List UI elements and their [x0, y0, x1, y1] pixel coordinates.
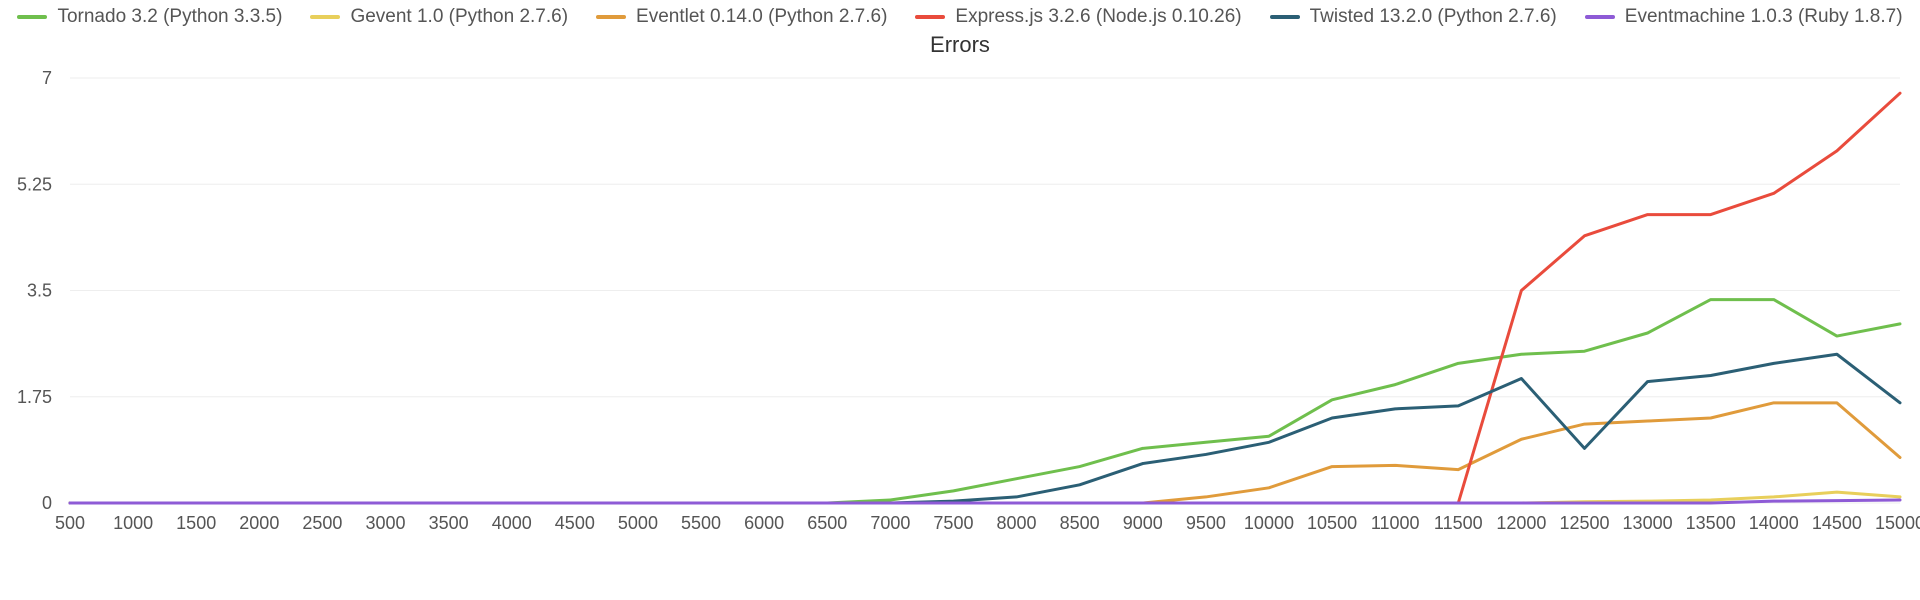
x-axis-label: 10000 — [1244, 513, 1294, 533]
legend-item[interactable]: Express.js 3.2.6 (Node.js 0.10.26) — [915, 6, 1241, 28]
series-line — [70, 492, 1900, 503]
y-axis-label: 0 — [42, 493, 52, 513]
chart-title: Errors — [0, 32, 1920, 58]
x-axis-label: 7500 — [933, 513, 973, 533]
x-axis-label: 4500 — [555, 513, 595, 533]
series-line — [70, 354, 1900, 503]
x-axis-label: 1000 — [113, 513, 153, 533]
x-axis-label: 6500 — [807, 513, 847, 533]
x-axis-label: 7000 — [870, 513, 910, 533]
x-axis-label: 14500 — [1812, 513, 1862, 533]
x-axis-label: 3000 — [365, 513, 405, 533]
x-axis-label: 13500 — [1686, 513, 1736, 533]
legend-item[interactable]: Gevent 1.0 (Python 2.7.6) — [310, 6, 568, 28]
x-axis-label: 14000 — [1749, 513, 1799, 533]
x-axis-label: 9500 — [1186, 513, 1226, 533]
legend-item[interactable]: Tornado 3.2 (Python 3.3.5) — [17, 6, 282, 28]
x-axis-label: 5500 — [681, 513, 721, 533]
x-axis-label: 2000 — [239, 513, 279, 533]
x-axis-label: 500 — [55, 513, 85, 533]
legend-label: Eventlet 0.14.0 (Python 2.7.6) — [636, 6, 887, 28]
x-axis-label: 12500 — [1559, 513, 1609, 533]
legend-label: Eventmachine 1.0.3 (Ruby 1.8.7) — [1625, 6, 1903, 28]
legend-item[interactable]: Twisted 13.2.0 (Python 2.7.6) — [1270, 6, 1557, 28]
legend-label: Tornado 3.2 (Python 3.3.5) — [57, 6, 282, 28]
x-axis-label: 8500 — [1060, 513, 1100, 533]
x-axis-label: 12000 — [1496, 513, 1546, 533]
legend-item[interactable]: Eventmachine 1.0.3 (Ruby 1.8.7) — [1585, 6, 1903, 28]
x-axis-label: 15000 — [1875, 513, 1920, 533]
legend-swatch — [1270, 15, 1300, 19]
legend-swatch — [310, 15, 340, 19]
series-line — [70, 403, 1900, 503]
x-axis-label: 4000 — [492, 513, 532, 533]
x-axis-label: 6000 — [744, 513, 784, 533]
series-line — [70, 300, 1900, 503]
y-axis-label: 1.75 — [17, 387, 52, 407]
legend-label: Twisted 13.2.0 (Python 2.7.6) — [1310, 6, 1557, 28]
legend-swatch — [17, 15, 47, 19]
x-axis-label: 13000 — [1623, 513, 1673, 533]
x-axis-label: 10500 — [1307, 513, 1357, 533]
x-axis-label: 11500 — [1434, 513, 1483, 533]
x-axis-label: 9000 — [1123, 513, 1163, 533]
legend-label: Gevent 1.0 (Python 2.7.6) — [350, 6, 568, 28]
x-axis-label: 1500 — [176, 513, 216, 533]
y-axis-label: 3.5 — [27, 281, 52, 301]
legend-swatch — [1585, 15, 1615, 19]
x-axis-label: 8000 — [997, 513, 1037, 533]
y-axis-label: 7 — [42, 68, 52, 88]
x-axis-label: 2500 — [302, 513, 342, 533]
legend-label: Express.js 3.2.6 (Node.js 0.10.26) — [955, 6, 1241, 28]
chart-legend: Tornado 3.2 (Python 3.3.5) Gevent 1.0 (Py… — [0, 0, 1920, 30]
series-line — [70, 93, 1900, 503]
chart-area: 01.753.55.257500100015002000250030003500… — [0, 58, 1920, 563]
y-axis-label: 5.25 — [17, 174, 52, 194]
line-chart-svg: 01.753.55.257500100015002000250030003500… — [0, 58, 1920, 563]
legend-item[interactable]: Eventlet 0.14.0 (Python 2.7.6) — [596, 6, 887, 28]
x-axis-label: 3500 — [429, 513, 469, 533]
legend-swatch — [915, 15, 945, 19]
x-axis-label: 5000 — [618, 513, 658, 533]
x-axis-label: 11000 — [1371, 513, 1420, 533]
legend-swatch — [596, 15, 626, 19]
